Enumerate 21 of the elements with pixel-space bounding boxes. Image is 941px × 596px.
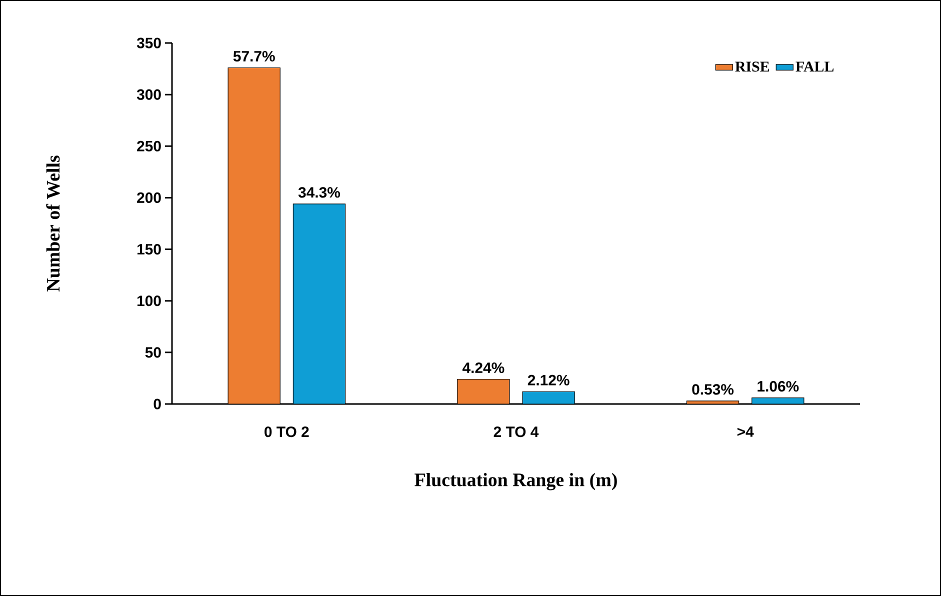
annotation: 0.53%	[692, 384, 734, 395]
legend-label: RISE	[735, 62, 770, 72]
x-axis-title: Fluctuation Range in (m)	[414, 472, 617, 490]
annotation: 4.24%	[462, 362, 504, 374]
y-tick-label: 250	[137, 140, 161, 152]
annotation: 1.06%	[758, 381, 799, 392]
annotation: 2.12%	[528, 374, 570, 386]
x-tick-label: 0 TO 2	[264, 426, 309, 438]
y-tick-label: 0	[154, 398, 161, 410]
y-tick-label: 300	[136, 89, 161, 100]
legend-label: FALL	[796, 62, 834, 72]
x-tick-label: >4	[737, 426, 754, 437]
y-tick-label: 100	[137, 296, 161, 306]
annotation: 57.7%	[233, 51, 275, 62]
y-tick-label: 150	[137, 244, 161, 255]
y-tick-label: 350	[136, 38, 161, 48]
x-tick-label: 2 TO 4	[494, 426, 539, 438]
y-tick-label: 200	[137, 192, 161, 203]
y-tick-label: 50	[145, 347, 161, 358]
annotation: 34.3%	[298, 187, 340, 198]
y-axis-title: Number of Wells	[46, 156, 60, 292]
